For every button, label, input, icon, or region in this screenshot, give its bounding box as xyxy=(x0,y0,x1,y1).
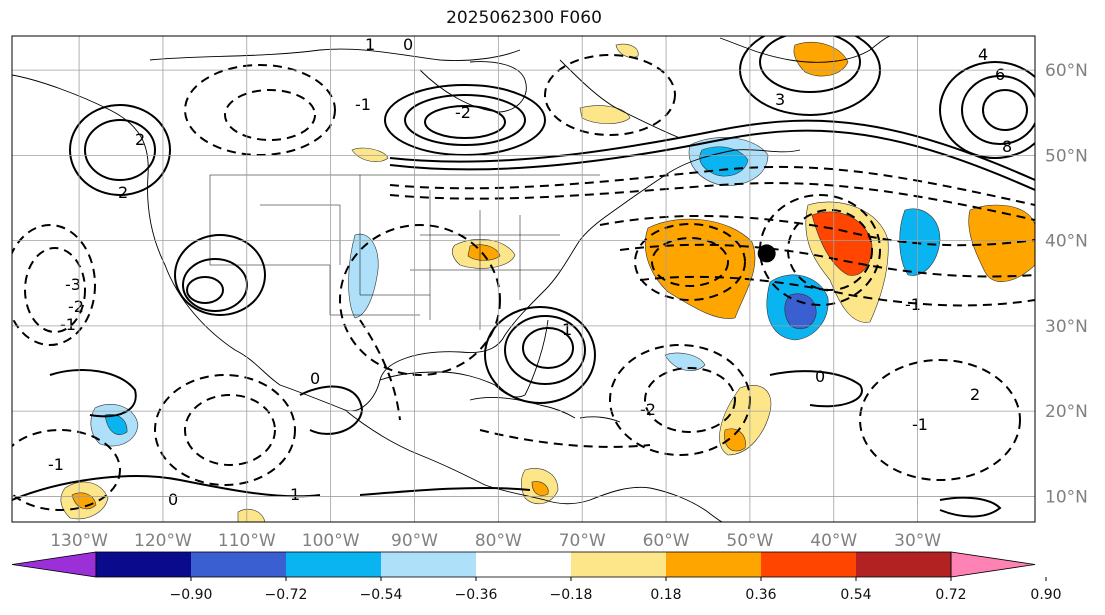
shade-positive-sw xyxy=(237,509,266,522)
colorbar-tick-label: −0.72 xyxy=(265,587,308,603)
colorbar-segment xyxy=(476,552,571,577)
contour-label: -2 xyxy=(640,400,656,419)
contour-label: 2 xyxy=(970,385,980,404)
colorbar-segment xyxy=(96,552,191,577)
labrador xyxy=(559,59,681,139)
contour-label: 0 xyxy=(815,367,825,386)
colorbar-segment xyxy=(381,552,476,577)
map-title: 2025062300 F060 xyxy=(446,8,602,28)
shade-positive-greenland xyxy=(793,42,849,77)
y-tick-labels: 10°N 20°N 30°N 40°N 50°N 60°N xyxy=(1045,61,1088,507)
colorbar-segment xyxy=(571,552,666,577)
contour-label: 1 xyxy=(290,485,300,504)
x-tick-label: 50°W xyxy=(726,531,773,551)
x-tick-label: 40°W xyxy=(810,531,857,551)
colorbar-tick-label: −0.36 xyxy=(455,587,498,603)
greenland xyxy=(719,36,891,63)
x-tick-label: 120°W xyxy=(134,531,192,551)
contour-label: 0 xyxy=(403,35,413,54)
contour-label: 1 xyxy=(365,35,375,54)
colorbar-tick-label: 0.18 xyxy=(650,587,681,603)
shade-positive-nw xyxy=(615,43,639,58)
colorbar-segment xyxy=(761,552,856,577)
y-tick-label: 20°N xyxy=(1045,402,1088,422)
contour-label: -1 xyxy=(905,295,921,314)
contour-label: 2 xyxy=(118,183,128,202)
contour-label: 0 xyxy=(168,490,178,509)
x-tick-label: 90°W xyxy=(391,531,438,551)
colorbar-tick-label: 0.36 xyxy=(745,587,776,603)
x-tick-label: 80°W xyxy=(475,531,522,551)
x-tick-label: 60°W xyxy=(643,531,690,551)
shade-positive-east xyxy=(968,204,1035,282)
shade-positive-labrador xyxy=(579,105,631,124)
colorbar-tick-label: 0.54 xyxy=(840,587,871,603)
x-tick-label: 70°W xyxy=(559,531,606,551)
shade-positive-canada xyxy=(351,147,389,163)
contour-label: -3 xyxy=(65,275,81,294)
colorbar-outline xyxy=(95,551,952,578)
shade-strong-negative xyxy=(784,293,817,330)
shade-positive-central-america-inner xyxy=(531,481,549,496)
colorbar-tick-label: −0.54 xyxy=(360,587,403,603)
contour-label: -1 xyxy=(355,95,371,114)
y-tick-label: 30°N xyxy=(1045,317,1088,337)
location-marker xyxy=(757,244,776,263)
shade-positive-midwest-inner xyxy=(467,244,501,261)
x-tick-label: 110°W xyxy=(218,531,276,551)
y-tick-label: 40°N xyxy=(1045,232,1088,252)
contour-label: 3 xyxy=(775,90,785,109)
map-content: 1 0 -1 -2 2 3 4 6 8 -3 1 -1 0 -2 2 -1 0 … xyxy=(12,35,1035,522)
y-tick-label: 10°N xyxy=(1045,487,1088,507)
colorbar-extend-high xyxy=(950,551,1036,578)
gridlines xyxy=(12,36,1035,522)
cuba xyxy=(469,397,576,419)
x-tick-labels: 130°W 120°W 110°W 100°W 90°W 80°W 70°W 60°W 50°W… xyxy=(50,531,941,551)
contour-label: 8 xyxy=(1002,137,1012,156)
contour-label: 0 xyxy=(310,369,320,388)
contour-label: 1 xyxy=(562,320,572,339)
colorbar-tick-label: −0.18 xyxy=(550,587,593,603)
shade-negative-atlantic xyxy=(664,352,706,372)
contour-label: 4 xyxy=(978,45,988,64)
contour-labels: 1 0 -1 -2 2 3 4 6 8 -3 1 -1 0 -2 2 -1 0 … xyxy=(48,35,1012,509)
colorbar-tick-label: −0.90 xyxy=(170,587,213,603)
colorbar: −0.90 −0.72 −0.54 −0.36 −0.18 0.18 0.36 0.54 0.7… xyxy=(11,551,1062,603)
contour-label: -1 xyxy=(48,455,64,474)
map-frame xyxy=(11,35,1036,523)
y-tick-label: 50°N xyxy=(1045,146,1088,166)
x-tick-label: 100°W xyxy=(302,531,360,551)
contour-label: 6 xyxy=(995,65,1005,84)
contour-label: -1 xyxy=(60,315,76,334)
shade-positive-caribbean-inner xyxy=(724,428,746,452)
y-tick-label: 60°N xyxy=(1045,61,1088,81)
contour-label: -2 xyxy=(455,103,471,122)
colorbar-tick-label: 0.72 xyxy=(935,587,966,603)
colorbar-segment xyxy=(666,552,761,577)
hispaniola xyxy=(579,416,621,423)
canada-north xyxy=(149,48,521,61)
colorbar-tick-label: 0.90 xyxy=(1030,587,1061,603)
colorbar-segment xyxy=(191,552,286,577)
x-tick-label: 130°W xyxy=(50,531,108,551)
colorbar-segment xyxy=(286,552,381,577)
colorbar-segment xyxy=(856,552,951,577)
contour-label: -1 xyxy=(912,415,928,434)
colorbar-extend-low xyxy=(11,551,97,578)
contour-label: -2 xyxy=(68,297,84,316)
x-tick-label: 30°W xyxy=(894,531,941,551)
central-america xyxy=(344,409,591,505)
contour-label: 2 xyxy=(135,130,145,149)
